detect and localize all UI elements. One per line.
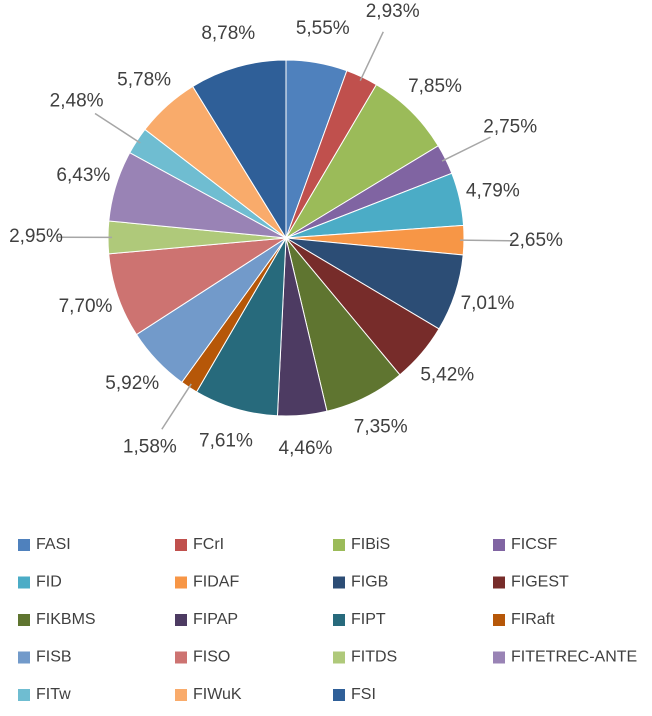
- leader-line: [441, 136, 491, 162]
- data-label: 5,42%: [420, 365, 474, 386]
- legend-swatch: [333, 651, 345, 664]
- legend-swatch: [175, 614, 187, 626]
- data-label: 2,93%: [366, 1, 420, 22]
- legend-label: FISO: [193, 649, 230, 666]
- legend-swatch: [175, 689, 187, 701]
- data-label: 6,43%: [56, 165, 110, 186]
- data-label: 4,46%: [279, 438, 333, 459]
- legend-label: FID: [36, 574, 62, 591]
- legend-swatch: [18, 539, 30, 551]
- legend-label: FITDS: [351, 649, 397, 666]
- legend-label: FIWuK: [193, 686, 242, 703]
- legend-label: FIPAP: [193, 611, 238, 628]
- data-label: 8,78%: [201, 23, 255, 44]
- leader-line: [459, 239, 514, 242]
- leader-line: [359, 31, 384, 81]
- legend-swatch: [175, 651, 187, 664]
- leader-line: [94, 112, 141, 144]
- data-label: 2,65%: [509, 230, 563, 251]
- data-label: 7,70%: [59, 296, 113, 317]
- legend-swatch: [493, 614, 505, 626]
- data-label: 7,35%: [354, 417, 408, 438]
- legend-swatch: [493, 539, 505, 551]
- pie-slice: [192, 59, 287, 240]
- legend-swatch: [333, 539, 345, 551]
- legend-swatch: [333, 614, 345, 626]
- legend-swatch: [18, 689, 30, 701]
- data-label: 7,01%: [461, 293, 515, 314]
- data-label: 1,58%: [123, 437, 177, 458]
- data-label: 4,79%: [466, 180, 520, 201]
- legend-swatch: [18, 614, 30, 626]
- legend-label: FIBiS: [351, 536, 390, 553]
- legend-swatch: [333, 576, 345, 589]
- legend-label: FISB: [36, 649, 72, 666]
- legend-swatch: [493, 576, 505, 589]
- legend-label: FICSF: [511, 536, 557, 553]
- data-label: 5,78%: [117, 70, 171, 91]
- legend-label: FASI: [36, 536, 71, 553]
- legend-label: FITETREC-ANTE: [511, 649, 637, 666]
- data-label: 7,61%: [199, 430, 253, 451]
- legend-swatch: [18, 651, 30, 664]
- leader-line: [161, 383, 192, 430]
- legend-label: FIRaft: [511, 611, 555, 628]
- legend-label: FIGB: [351, 574, 388, 591]
- legend-label: FCrI: [193, 536, 224, 553]
- data-label: 7,85%: [408, 76, 462, 97]
- legend-swatch: [18, 576, 30, 589]
- legend-label: FITw: [36, 686, 71, 703]
- data-label: 2,75%: [483, 116, 537, 137]
- legend-swatch: [175, 539, 187, 551]
- legend-swatch: [493, 651, 505, 664]
- legend-label: FIDAF: [193, 574, 239, 591]
- data-label: 5,92%: [105, 373, 159, 394]
- data-label: 2,48%: [50, 90, 104, 111]
- data-label: 2,95%: [9, 226, 63, 247]
- legend-label: FSI: [351, 686, 376, 703]
- data-label: 5,55%: [296, 18, 350, 39]
- legend-label: FIKBMS: [36, 611, 96, 628]
- legend-label: FIGEST: [511, 574, 569, 591]
- legend-swatch: [175, 576, 187, 589]
- legend-label: FIPT: [351, 611, 386, 628]
- legend-swatch: [333, 689, 345, 701]
